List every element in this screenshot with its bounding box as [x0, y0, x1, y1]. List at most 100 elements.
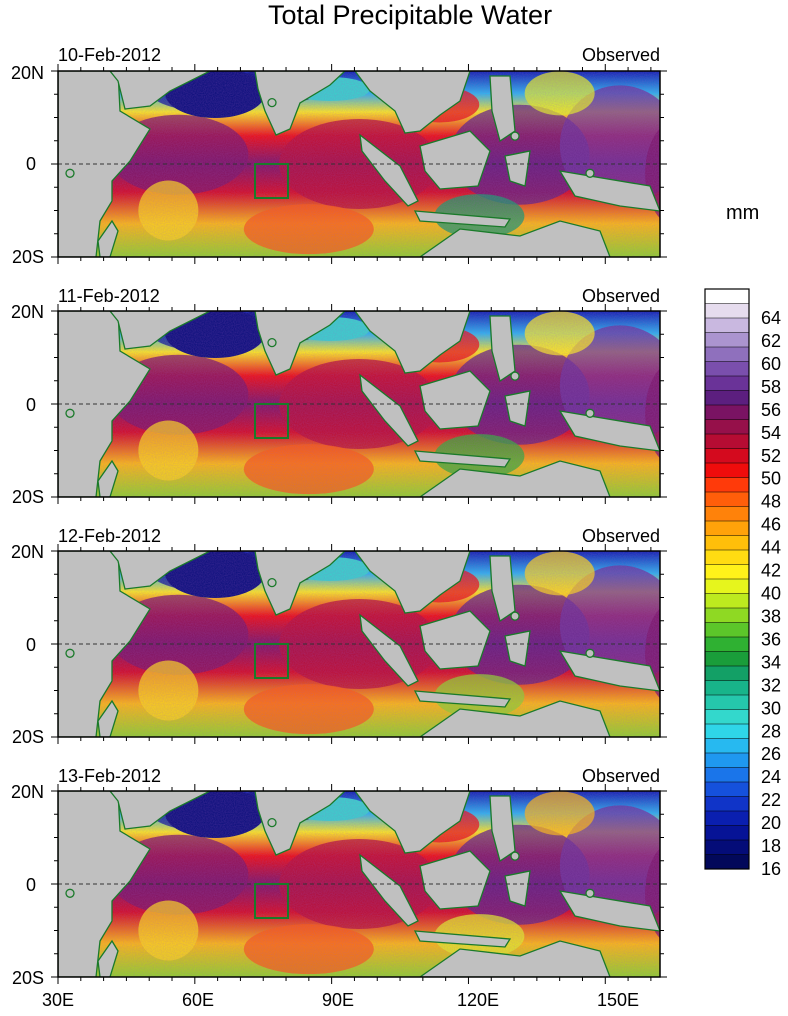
island	[65, 888, 75, 898]
colorbar-label: 16	[761, 859, 781, 879]
colorbar-swatch	[705, 506, 749, 522]
colorbar-swatch	[705, 564, 749, 580]
panel-3-label: Observed	[581, 526, 660, 546]
colorbar-swatch	[705, 753, 749, 768]
land-mass	[254, 791, 346, 856]
colorbar-swatch	[705, 492, 749, 507]
island	[510, 131, 520, 141]
land-mass	[354, 551, 471, 614]
land-mass	[354, 311, 471, 374]
land-mass	[504, 390, 531, 427]
land-mass	[419, 370, 491, 430]
island	[65, 408, 75, 418]
colorbar-label: 48	[761, 492, 781, 512]
p1-lat-20s: 20S	[11, 247, 44, 267]
analysis-box	[254, 643, 289, 679]
colorbar-swatch	[705, 289, 749, 304]
colorbar-label: 22	[761, 790, 781, 810]
land-mass	[97, 459, 119, 497]
p3-lat-20n: 20N	[10, 542, 44, 562]
island	[585, 888, 595, 898]
land-mass	[354, 71, 471, 134]
colorbar-swatch	[705, 767, 749, 783]
p1-lat-20n: 20N	[10, 63, 44, 83]
land-mass	[418, 460, 611, 497]
colorbar-swatch	[705, 521, 749, 536]
panel-1-date: 10-Feb-2012	[58, 45, 162, 65]
colorbar-swatch	[705, 448, 749, 464]
colorbar-units: mm	[726, 202, 760, 224]
panel-2-label: Observed	[581, 286, 660, 306]
lon-30e: 30E	[41, 990, 75, 1010]
colorbar-swatch	[705, 579, 749, 594]
colorbar-swatch	[705, 361, 749, 377]
colorbar-label: 52	[761, 446, 781, 466]
land-mass	[489, 555, 516, 623]
land-mass	[504, 150, 531, 187]
colorbar-swatch	[705, 840, 749, 855]
island	[510, 611, 520, 621]
island	[267, 97, 277, 108]
colorbar-label: 44	[761, 538, 781, 558]
colorbar-label: 58	[761, 377, 781, 397]
colorbar-swatch	[705, 796, 749, 812]
colorbar-swatch	[705, 724, 749, 739]
island	[267, 817, 277, 828]
land-mass	[489, 795, 516, 863]
land-mass	[109, 311, 211, 350]
colorbar-label: 64	[761, 308, 781, 328]
panel-3-date: 12-Feb-2012	[58, 526, 162, 546]
colorbar-label: 54	[761, 423, 781, 443]
colorbar-swatch	[705, 608, 749, 623]
panel-2-date: 11-Feb-2012	[58, 286, 160, 306]
island	[267, 577, 277, 588]
colorbar-label: 32	[761, 675, 781, 695]
land-mass	[97, 699, 119, 737]
p1-lat-0: 0	[25, 154, 36, 174]
colorbar-label: 60	[761, 354, 781, 374]
p3-lat-0: 0	[25, 635, 36, 655]
land-mass	[359, 133, 419, 207]
analysis-box	[254, 163, 289, 199]
p4-lat-20s: 20S	[11, 968, 44, 988]
land-mass	[504, 870, 531, 907]
colorbar-label: 20	[761, 813, 781, 833]
p4-lat-20n: 20N	[10, 782, 44, 802]
land-mass	[254, 311, 346, 376]
land-mass	[419, 130, 491, 190]
land-mass	[558, 890, 660, 932]
land-mass	[413, 210, 512, 228]
map-panel-3	[51, 544, 667, 744]
colorbar-label: 28	[761, 721, 781, 741]
colorbar-label: 62	[761, 331, 781, 351]
colorbar-swatch	[705, 303, 749, 319]
colorbar-swatch	[705, 477, 749, 493]
land-mass	[97, 219, 119, 257]
colorbar-swatch	[705, 463, 749, 478]
island	[510, 851, 520, 861]
figure-title: Total Precipitable Water	[267, 0, 553, 30]
colorbar-swatch	[705, 434, 749, 449]
colorbar-swatch	[705, 622, 749, 638]
colorbar-label: 24	[761, 767, 781, 787]
p2-lat-20n: 20N	[10, 302, 44, 322]
land-mass	[558, 650, 660, 692]
colorbar-label: 50	[761, 469, 781, 489]
land-mass	[418, 700, 611, 737]
land-mass	[418, 940, 611, 977]
land-mass	[419, 610, 491, 670]
colorbar-swatch	[705, 419, 749, 435]
lon-120e: 120E	[456, 990, 500, 1010]
panel-4-label: Observed	[581, 766, 660, 786]
p2-lat-0: 0	[25, 395, 36, 415]
island	[65, 168, 75, 178]
colorbar-swatch	[705, 347, 749, 362]
colorbar-swatch	[705, 782, 749, 797]
colorbar-label: 26	[761, 744, 781, 764]
colorbar-swatch	[705, 854, 749, 870]
land-mass	[354, 791, 471, 854]
land-mass	[489, 315, 516, 383]
land-mass	[558, 410, 660, 452]
